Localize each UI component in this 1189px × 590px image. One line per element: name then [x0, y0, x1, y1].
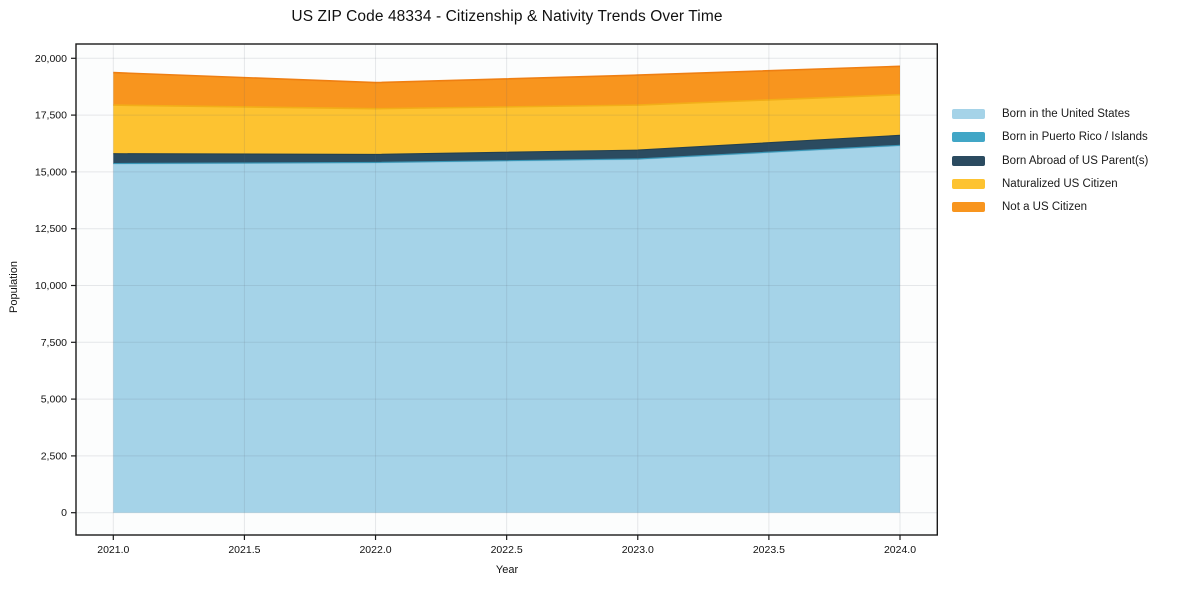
x-tick-label: 2022.5	[491, 544, 523, 556]
x-tick-label: 2022.0	[359, 544, 391, 556]
x-tick-label: 2021.5	[228, 544, 260, 556]
legend-item-4: Not a US Citizen	[952, 197, 1087, 217]
legend-item-3: Naturalized US Citizen	[952, 174, 1118, 194]
legend-item-1: Born in Puerto Rico / Islands	[952, 127, 1148, 147]
legend-swatch-2	[952, 155, 985, 166]
area-series-2-edge	[113, 134, 901, 155]
chart-title: US ZIP Code 48334 - Citizenship & Nativi…	[291, 8, 723, 25]
legend-item-0: Born in the United States	[952, 104, 1130, 124]
legend-swatch-3	[952, 178, 985, 189]
y-tick-label: 12,500	[35, 223, 67, 235]
legend-swatch-1	[952, 132, 985, 143]
y-axis-label: Population	[8, 261, 20, 313]
x-tick-label: 2024.0	[884, 544, 916, 556]
area-series-2	[113, 135, 901, 164]
area-series-4-edge	[113, 65, 901, 84]
area-series-3-edge	[113, 93, 901, 110]
y-tick-label: 0	[61, 507, 67, 519]
y-tick-label: 15,000	[35, 166, 67, 178]
y-tick-label: 5,000	[41, 394, 67, 406]
legend-label-0: Born in the United States	[1002, 108, 1130, 120]
legend-swatch-4	[952, 202, 985, 212]
x-tick-label: 2023.0	[622, 544, 654, 556]
legend-label-3: Naturalized US Citizen	[1002, 177, 1118, 190]
area-series-0	[113, 145, 901, 513]
legend-item-2: Born Abroad of US Parent(s)	[952, 151, 1148, 171]
area-series-3	[113, 94, 901, 155]
y-tick-label: 10,000	[35, 280, 67, 292]
legend-label-1: Born in Puerto Rico / Islands	[1002, 131, 1148, 144]
legend-swatch-0	[952, 109, 985, 119]
legend-label-2: Born Abroad of US Parent(s)	[1002, 154, 1149, 167]
y-tick-label: 20,000	[35, 53, 67, 65]
area-series-4	[113, 66, 901, 109]
y-tick-label: 2,500	[41, 450, 67, 462]
x-axis-label: Year	[495, 564, 519, 576]
y-tick-label: 17,500	[35, 110, 67, 122]
x-tick-label: 2023.5	[753, 544, 785, 556]
y-tick-label: 7,500	[41, 337, 67, 349]
x-tick-label: 2021.0	[97, 544, 129, 556]
area-series-1-edge	[113, 144, 901, 165]
legend-label-4: Not a US Citizen	[1002, 201, 1088, 213]
